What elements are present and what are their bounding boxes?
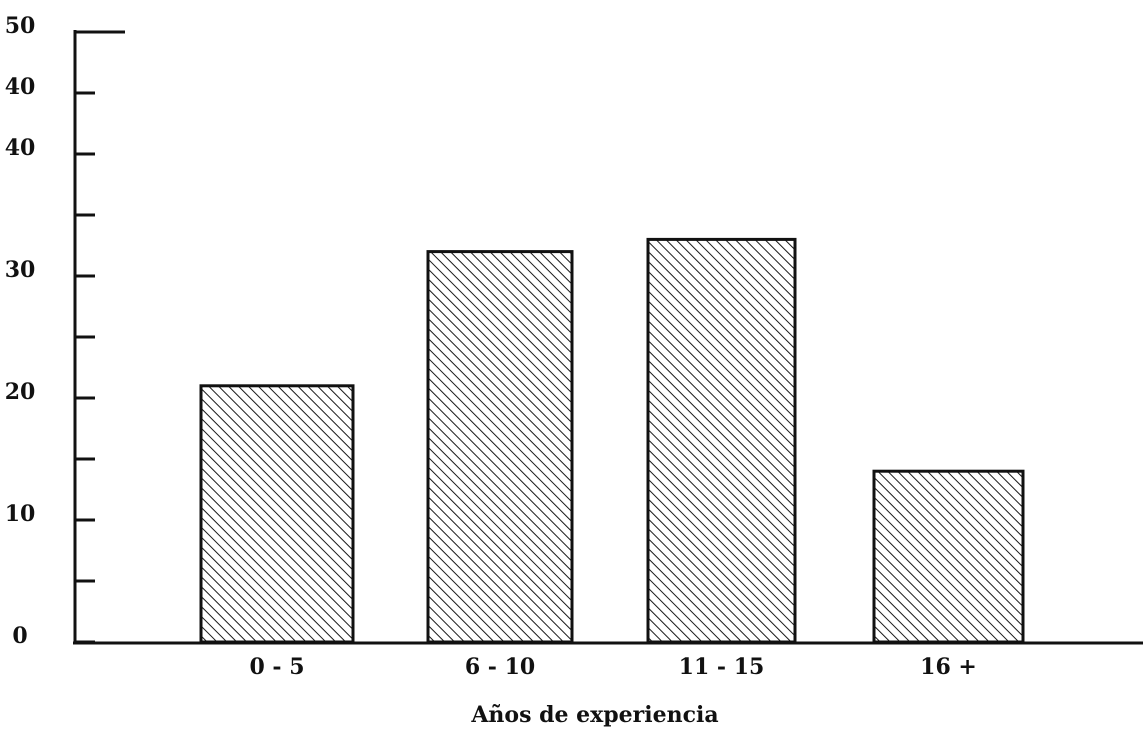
y-tick-label: 0 (12, 623, 27, 649)
y-tick-label: 40 (5, 74, 36, 100)
x-tick-label: 0 - 5 (249, 654, 304, 680)
x-axis-title: Años de experiencia (470, 702, 718, 728)
y-tick-label: 10 (5, 501, 36, 527)
y-tick-label: 40 (5, 135, 36, 161)
bar (872, 469, 1025, 644)
y-tick-label: 50 (5, 13, 36, 39)
bar (426, 250, 574, 644)
x-tick-label: 11 - 15 (679, 654, 765, 680)
x-tick-label: 6 - 10 (465, 654, 535, 680)
bar (199, 384, 355, 644)
y-tick-label: 20 (5, 379, 36, 405)
x-tick-label: 16 + (920, 654, 977, 680)
y-tick-label: 30 (5, 257, 36, 283)
bar (646, 237, 797, 644)
